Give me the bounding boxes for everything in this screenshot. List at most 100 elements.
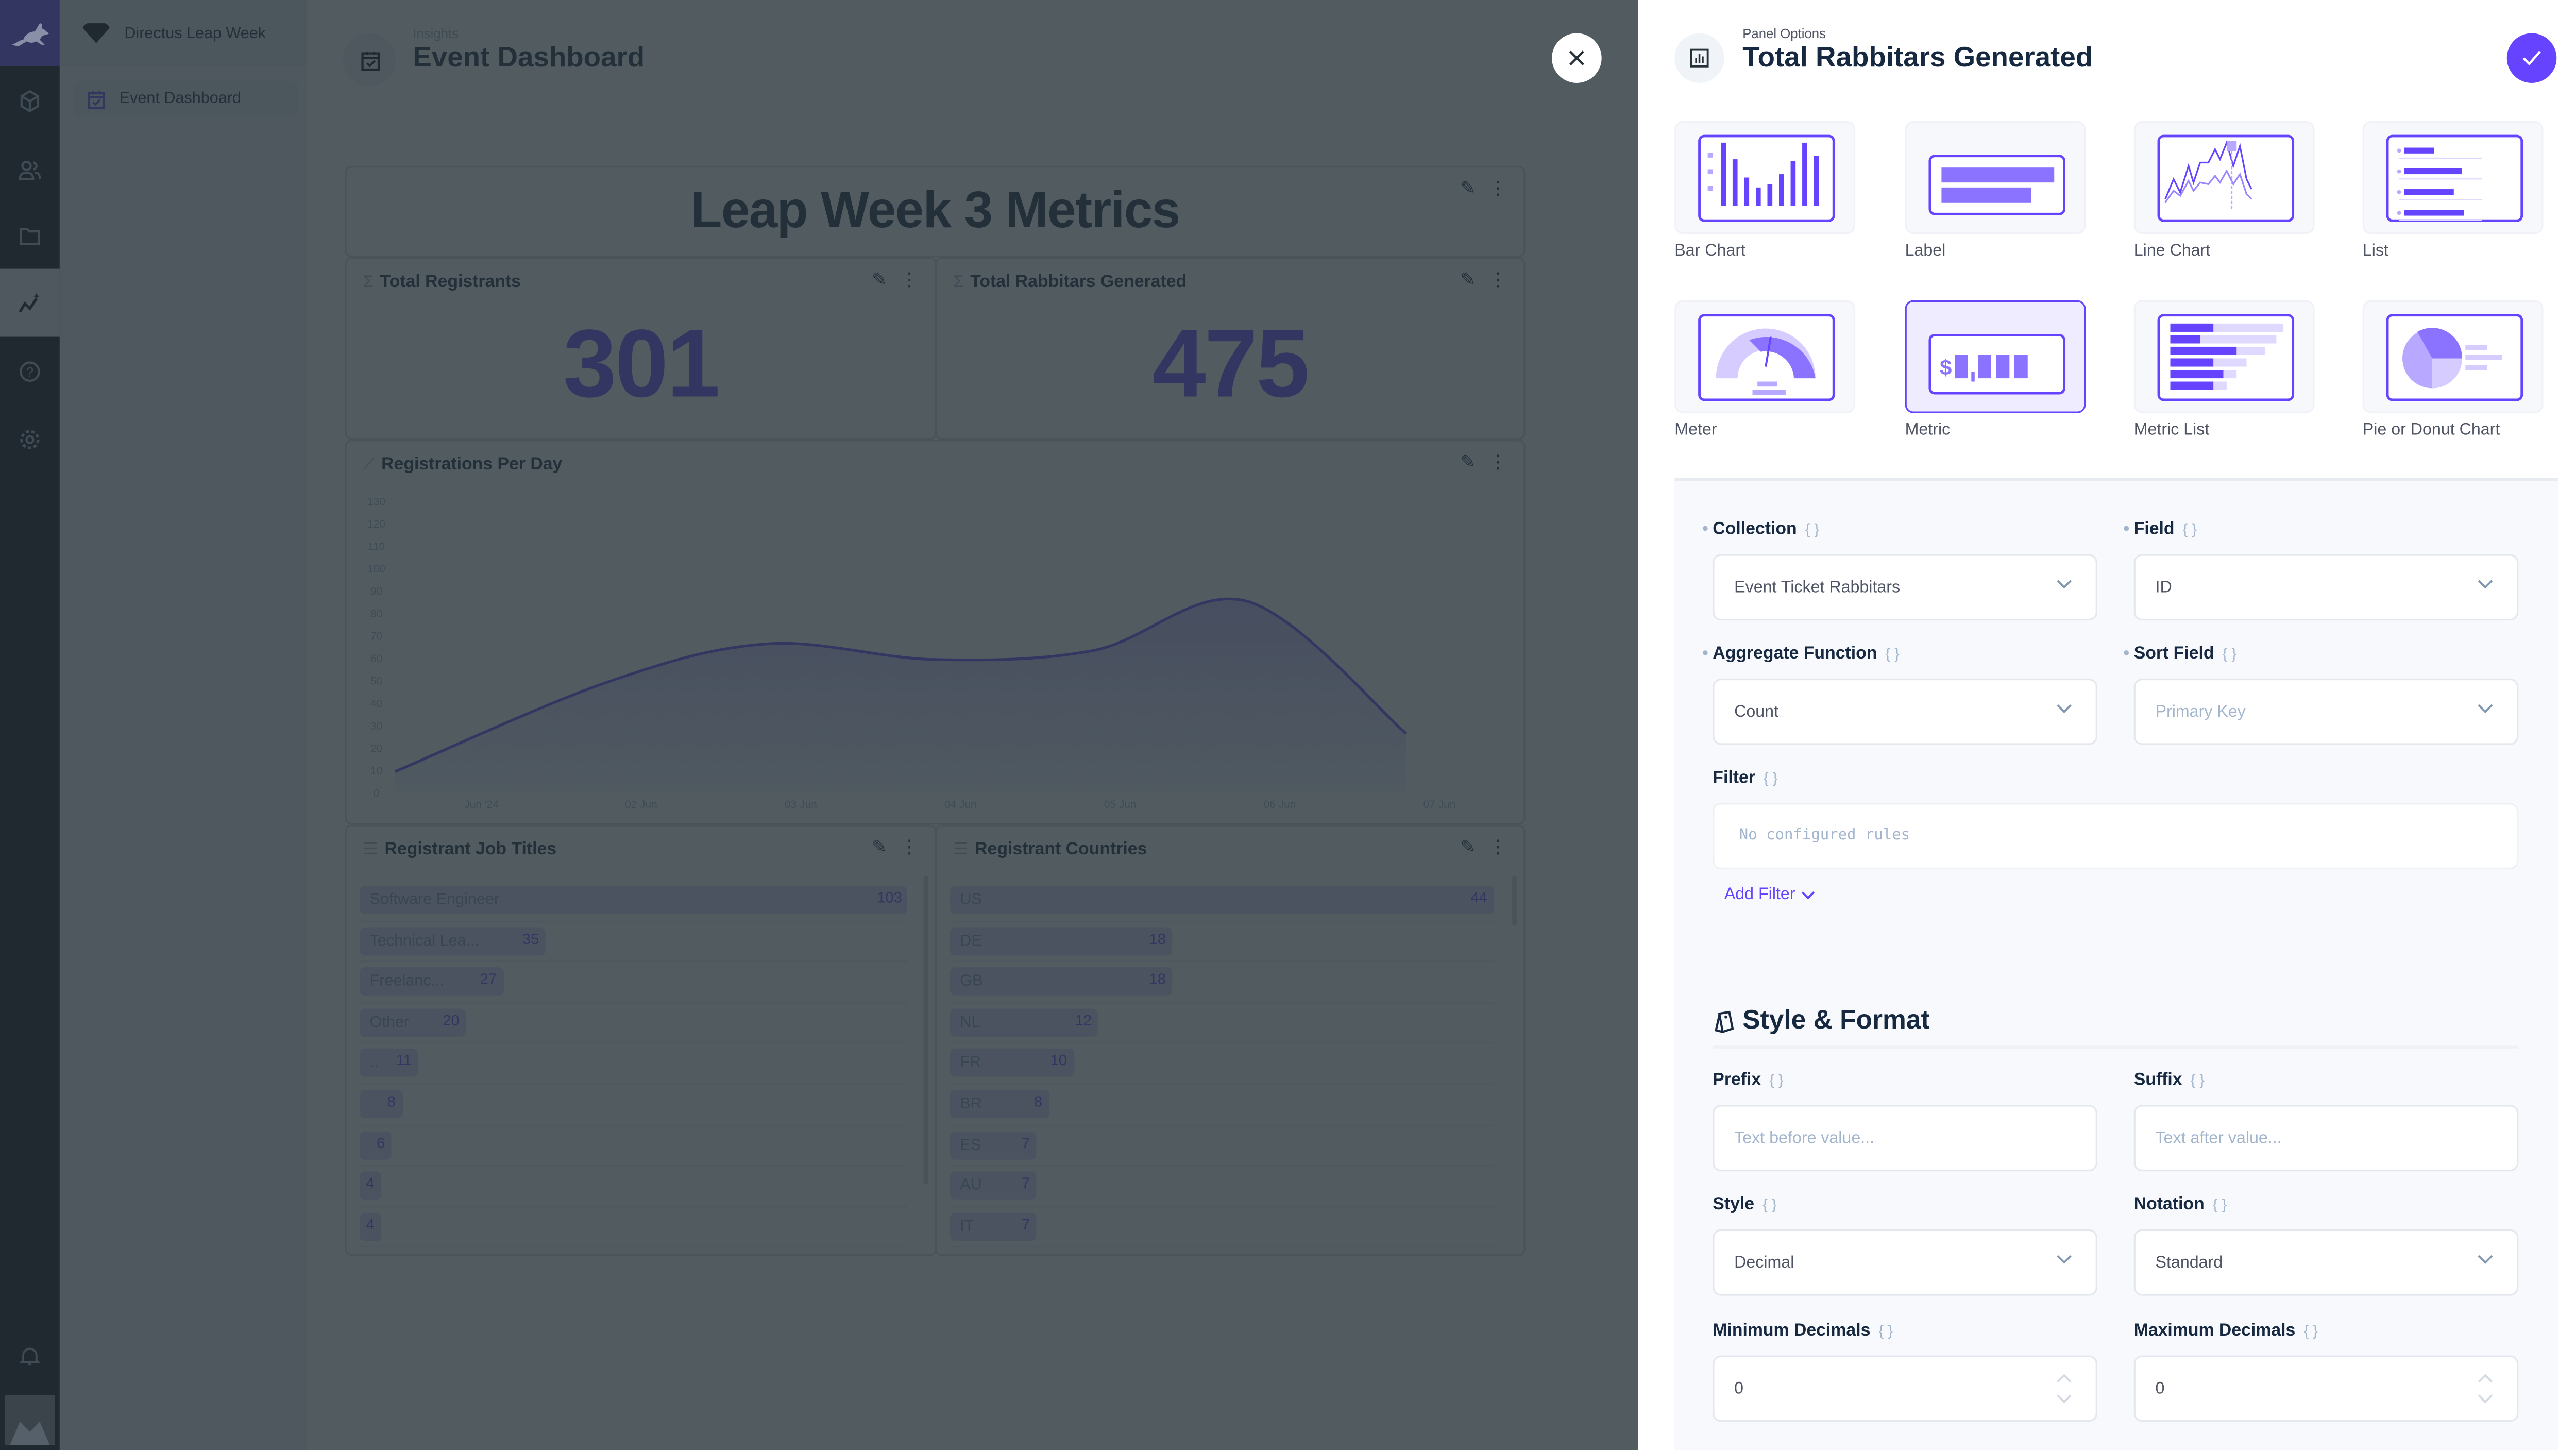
sort-field-select[interactable]: Primary Key bbox=[2133, 678, 2519, 745]
module-insights[interactable] bbox=[0, 268, 60, 337]
list-bar bbox=[360, 1049, 418, 1077]
raw-value-icon[interactable]: { } bbox=[1885, 645, 1900, 662]
list-item-label: IT bbox=[960, 1217, 974, 1236]
add-filter-button[interactable]: Add Filter bbox=[1724, 886, 1815, 904]
edit-panel-icon[interactable]: ✎ bbox=[872, 837, 887, 858]
row-divider bbox=[360, 1205, 907, 1207]
row-divider bbox=[950, 1042, 1494, 1044]
list-bar bbox=[950, 967, 1173, 996]
edit-panel-icon[interactable]: ✎ bbox=[1460, 452, 1476, 473]
row-divider bbox=[360, 1083, 907, 1085]
prefix-input[interactable]: Text before value... bbox=[1713, 1105, 2097, 1172]
list-item-label: FR bbox=[960, 1054, 981, 1073]
raw-value-icon[interactable]: { } bbox=[1769, 1071, 1784, 1089]
raw-value-icon[interactable]: { } bbox=[2182, 520, 2197, 538]
edit-panel-icon[interactable]: ✎ bbox=[1460, 837, 1476, 858]
list-bar bbox=[360, 1131, 392, 1159]
scrollbar[interactable] bbox=[923, 876, 929, 1185]
panel-type-pie-or-donut-chart[interactable] bbox=[2362, 300, 2544, 413]
raw-value-icon[interactable]: { } bbox=[2212, 1196, 2227, 1213]
edit-panel-icon[interactable]: ✎ bbox=[1460, 270, 1476, 291]
close-icon bbox=[1569, 50, 1584, 66]
raw-value-icon[interactable]: { } bbox=[1762, 1196, 1777, 1213]
panel-type-list[interactable] bbox=[2362, 121, 2544, 234]
y-tick-label: 100 bbox=[367, 563, 385, 575]
list-item: 4 bbox=[360, 1212, 907, 1241]
y-tick-label: 110 bbox=[368, 541, 385, 552]
collection-select[interactable]: Event Ticket Rabbitars bbox=[1713, 554, 2097, 621]
notifications-button[interactable] bbox=[0, 1322, 60, 1390]
list-item-label: BR bbox=[960, 1095, 982, 1114]
raw-value-icon[interactable]: { } bbox=[1805, 520, 1820, 538]
field-select[interactable]: ID bbox=[2133, 554, 2519, 621]
list-bar bbox=[360, 886, 907, 915]
project-header[interactable]: Directus Leap Week bbox=[59, 0, 307, 66]
list-item-value: 20 bbox=[443, 1011, 460, 1029]
raw-value-icon[interactable]: { } bbox=[1878, 1322, 1893, 1339]
row-divider bbox=[360, 1042, 907, 1044]
raw-value-icon[interactable]: { } bbox=[2303, 1322, 2318, 1339]
y-tick-label: 20 bbox=[370, 743, 382, 754]
panel-type-metric-list[interactable] bbox=[2133, 300, 2315, 413]
max-decimals-input[interactable]: 0 bbox=[2133, 1355, 2519, 1422]
panel-menu-icon[interactable]: ⋮ bbox=[1488, 179, 1507, 199]
raw-value-icon[interactable]: { } bbox=[1764, 769, 1778, 787]
save-button[interactable] bbox=[2506, 33, 2557, 83]
metric-panel-total-registrants[interactable]: Σ Total Registrants ✎ ⋮ 301 bbox=[345, 257, 937, 440]
svg-text:?: ? bbox=[26, 364, 33, 379]
chevron-down-icon bbox=[2057, 704, 2072, 713]
breadcrumb[interactable]: Insights bbox=[413, 26, 459, 42]
style-select[interactable]: Decimal bbox=[1713, 1229, 2097, 1296]
panel-menu-icon[interactable]: ⋮ bbox=[900, 270, 919, 291]
notation-label: Notation{ } bbox=[2133, 1194, 2227, 1215]
row-divider bbox=[950, 920, 1494, 922]
list-panel-job-titles[interactable]: ☰ Registrant Job Titles ✎ ⋮ Software Engin… bbox=[345, 824, 937, 1256]
row-divider bbox=[950, 1124, 1494, 1126]
list-item-value: 8 bbox=[1033, 1093, 1042, 1110]
notation-select[interactable]: Standard bbox=[2133, 1229, 2519, 1296]
panel-type-bar-chart[interactable] bbox=[1674, 121, 1856, 234]
min-decimals-input[interactable]: 0 bbox=[1713, 1355, 2097, 1422]
nav-item-event-dashboard[interactable]: Event Dashboard bbox=[73, 81, 299, 116]
metric-panel-total-rabbitars[interactable]: Σ Total Rabbitars Generated ✎ ⋮ 475 bbox=[935, 257, 1526, 440]
section-divider bbox=[1713, 1045, 2519, 1049]
panel-type-metric[interactable]: $ bbox=[1905, 300, 2086, 413]
aggregate-function-select[interactable]: Count bbox=[1713, 678, 2097, 745]
line-chart-panel[interactable]: 0 10 20 30 40 50 60 70 80 90 100 110 120 130 Jun '24 02… bbox=[345, 440, 1526, 825]
module-content[interactable] bbox=[0, 66, 60, 134]
list-bar bbox=[950, 1212, 1037, 1241]
scrollbar[interactable] bbox=[1512, 876, 1517, 926]
list-bar bbox=[360, 1212, 381, 1241]
label-panel[interactable]: Leap Week 3 Metrics ✎ ⋮ bbox=[345, 165, 1526, 258]
registrations-chart: 0 10 20 30 40 50 60 70 80 90 100 110 120 130 Jun '24 02… bbox=[367, 496, 1455, 811]
close-drawer-button[interactable] bbox=[1552, 33, 1602, 83]
raw-value-icon[interactable]: { } bbox=[2190, 1071, 2205, 1089]
module-users[interactable] bbox=[0, 134, 60, 203]
edit-panel-icon[interactable]: ✎ bbox=[1460, 179, 1476, 199]
panel-menu-icon[interactable]: ⋮ bbox=[1488, 837, 1507, 858]
edit-panel-icon[interactable]: ✎ bbox=[872, 270, 887, 291]
filter-label: Filter{ } bbox=[1713, 768, 1778, 788]
svg-text:$: $ bbox=[1940, 356, 1952, 380]
panel-type-line-chart[interactable] bbox=[2133, 121, 2315, 234]
panel-menu-icon[interactable]: ⋮ bbox=[1488, 270, 1507, 291]
raw-value-icon[interactable]: { } bbox=[2222, 645, 2237, 662]
panel-type-meter[interactable] bbox=[1674, 300, 1856, 413]
avatar[interactable] bbox=[0, 1390, 60, 1450]
list-panel-countries[interactable]: ☰ Registrant Countries ✎ ⋮ US 44 DE 18 GB 18 NL 1… bbox=[935, 824, 1526, 1256]
panel-menu-icon[interactable]: ⋮ bbox=[900, 837, 919, 858]
style-label: Style{ } bbox=[1713, 1194, 1777, 1215]
label-panel-text: Leap Week 3 Metrics bbox=[690, 180, 1180, 239]
line-chart-icon bbox=[2157, 134, 2295, 222]
module-files[interactable] bbox=[0, 201, 60, 269]
module-help[interactable]: ? bbox=[0, 337, 60, 405]
sigma-icon: Σ bbox=[363, 273, 374, 292]
logo[interactable] bbox=[0, 0, 60, 66]
list-bar bbox=[950, 1171, 1037, 1200]
panel-menu-icon[interactable]: ⋮ bbox=[1488, 452, 1507, 473]
module-settings[interactable] bbox=[0, 405, 60, 473]
suffix-input[interactable]: Text after value... bbox=[2133, 1105, 2519, 1172]
y-tick-label: 60 bbox=[370, 653, 382, 665]
panel-type-label[interactable] bbox=[1905, 121, 2086, 234]
list-item-value: 18 bbox=[1149, 971, 1166, 988]
